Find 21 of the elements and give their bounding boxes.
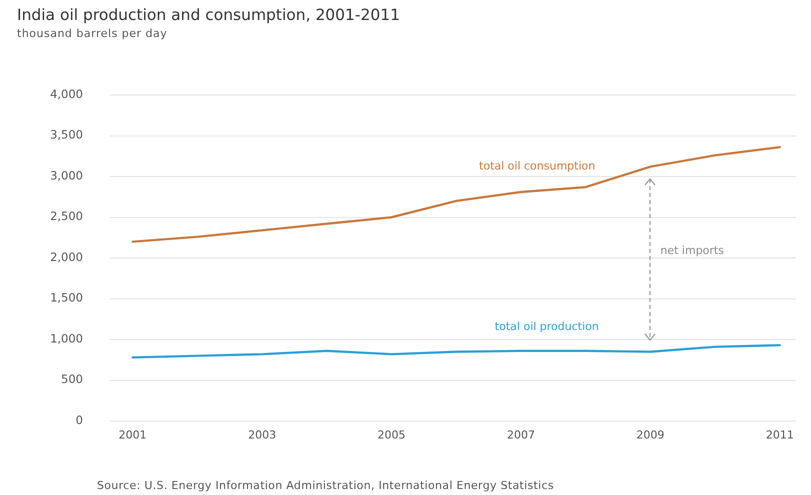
y-tick-label: 3,500 xyxy=(50,128,83,142)
x-tick-label: 2009 xyxy=(636,428,664,442)
y-tick-label: 500 xyxy=(61,372,83,386)
x-tick-label: 2011 xyxy=(766,428,794,442)
y-tick-label: 1,000 xyxy=(50,331,83,346)
x-tick-label: 2003 xyxy=(248,428,276,442)
y-tick-label: 2,500 xyxy=(50,209,83,224)
source-note: Source: U.S. Energy Information Administration, International Energy Statistics xyxy=(97,479,554,492)
x-tick-label: 2005 xyxy=(378,428,406,442)
x-tick-label: 2007 xyxy=(506,428,535,442)
chart-title: India oil production and consumption, 2001-2011 xyxy=(17,6,400,24)
annotation: net imports xyxy=(660,244,724,258)
series-label: total oil production xyxy=(494,320,599,333)
series-label: total oil consumption xyxy=(479,160,596,173)
y-tick-label: 3,000 xyxy=(50,168,83,182)
chart-subtitle: thousand barrels per day xyxy=(17,27,168,40)
y-tick-label: 2,000 xyxy=(50,250,83,264)
y-tick-label: 0 xyxy=(76,412,83,427)
x-tick-label: 2001 xyxy=(118,428,147,442)
y-tick-label: 1,500 xyxy=(50,290,83,305)
y-tick-label: 4,000 xyxy=(50,86,83,101)
